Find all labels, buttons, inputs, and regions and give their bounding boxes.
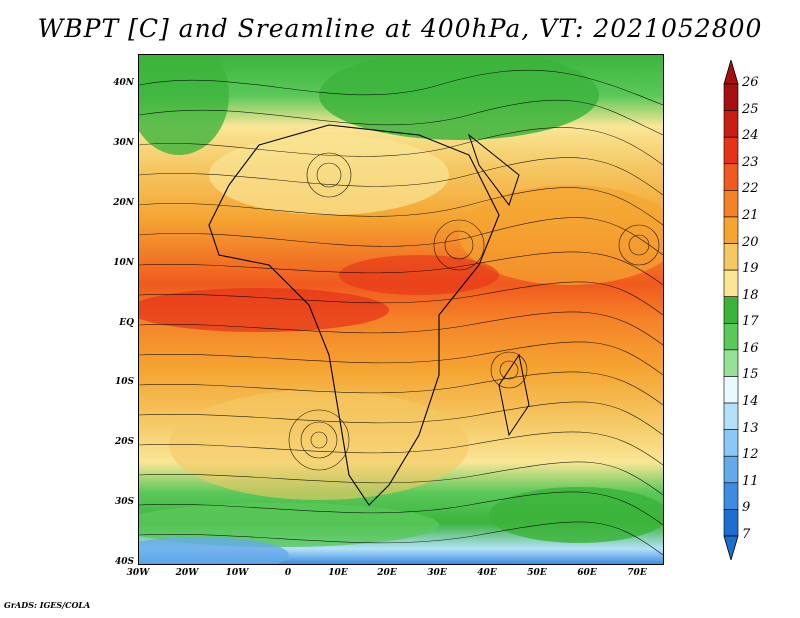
colorbar-swatch (723, 376, 739, 404)
green-region-southeast (489, 487, 663, 543)
lat-tick-eq: EQ (119, 318, 134, 328)
red-band-africa (339, 255, 499, 295)
africa-coastline (208, 124, 500, 506)
lat-tick-10n: 10N (113, 258, 134, 268)
footer-credit: GrADS: IGES/COLA (4, 600, 91, 610)
colorbar-swatch (723, 190, 739, 218)
chart-title: WBPT [C] and Sreamline at 400hPa, VT: 20… (37, 14, 763, 43)
colorbar-swatch (723, 269, 739, 298)
lon-tick-30e: 30E (427, 568, 447, 578)
lon-tick-10e: 10E (328, 568, 348, 578)
colorbar-label: 11 (742, 473, 759, 489)
colorbar-label: 24 (742, 128, 759, 144)
map-panel (138, 54, 664, 565)
colorbar-label: 19 (742, 261, 759, 277)
colorbar-label: 15 (742, 367, 759, 383)
lon-tick-40e: 40E (477, 568, 497, 578)
lat-tick-40s: 40S (114, 557, 134, 567)
lon-tick-60e: 60E (577, 568, 597, 578)
colorbar-swatch (723, 482, 739, 510)
orange-region-east (459, 185, 663, 285)
green-region-south (139, 503, 439, 547)
colorbar-label: 20 (742, 234, 759, 250)
pale-region-north (209, 135, 449, 215)
colorbar-label: 26 (742, 75, 759, 90)
blue-region-southwest (139, 537, 289, 564)
colorbar-swatch (723, 110, 739, 138)
lat-tick-40n: 40N (113, 78, 134, 88)
lat-tick-30s: 30S (114, 497, 134, 507)
lon-tick-0: 0 (284, 568, 292, 578)
colorbar-label: 17 (742, 314, 759, 330)
red-band-equator (139, 288, 389, 332)
colorbar-swatch (723, 83, 739, 111)
colorbar-swatch (723, 455, 739, 484)
colorbar-swatch (723, 163, 739, 191)
lon-tick-20w: 20W (175, 568, 199, 578)
colorbar-swatch (723, 322, 739, 351)
green-region-northwest (139, 55, 229, 155)
colorbar-swatch (723, 136, 739, 165)
colorbar-label: 14 (742, 394, 759, 410)
lon-tick-70e: 70E (627, 568, 647, 578)
colorbar-label: 23 (742, 154, 759, 170)
red-sea-coast (467, 133, 520, 207)
colorbar-label: 9 (742, 500, 751, 516)
colorbar-swatch (723, 216, 739, 244)
colorbar-swatch (723, 402, 739, 430)
colorbar-swatch (723, 296, 739, 324)
colorbar-arrow-top (723, 60, 739, 85)
streamlines (139, 69, 663, 556)
colorbar-label: 13 (742, 420, 759, 436)
lon-tick-30w: 30W (126, 568, 150, 578)
lon-tick-50e: 50E (527, 568, 547, 578)
lon-tick-20e: 20E (377, 568, 397, 578)
colorbar (723, 60, 739, 560)
colorbar-label: 25 (742, 101, 759, 117)
lon-tick-10w: 10W (225, 568, 249, 578)
colorbar-arrow-bottom (723, 535, 739, 560)
lat-tick-30n: 30N (113, 138, 134, 148)
yellow-region-south (169, 390, 469, 500)
madagascar-outline (498, 353, 530, 437)
lat-tick-20n: 20N (113, 198, 134, 208)
colorbar-swatch (723, 349, 739, 377)
colorbar-label: 21 (742, 207, 759, 223)
colorbar-swatch (723, 509, 739, 537)
wbpt-map-svg (139, 55, 663, 564)
lat-tick-10s: 10S (114, 377, 134, 387)
colorbar-label: 18 (742, 287, 759, 303)
lat-tick-20s: 20S (114, 437, 134, 447)
colorbar-label: 7 (742, 527, 751, 542)
green-region-north (319, 55, 599, 140)
colorbar-swatch (723, 429, 739, 457)
colorbar-label: 22 (742, 181, 759, 197)
colorbar-label: 12 (742, 447, 759, 463)
colorbar-swatch (723, 243, 739, 271)
colorbar-label: 16 (742, 340, 759, 356)
